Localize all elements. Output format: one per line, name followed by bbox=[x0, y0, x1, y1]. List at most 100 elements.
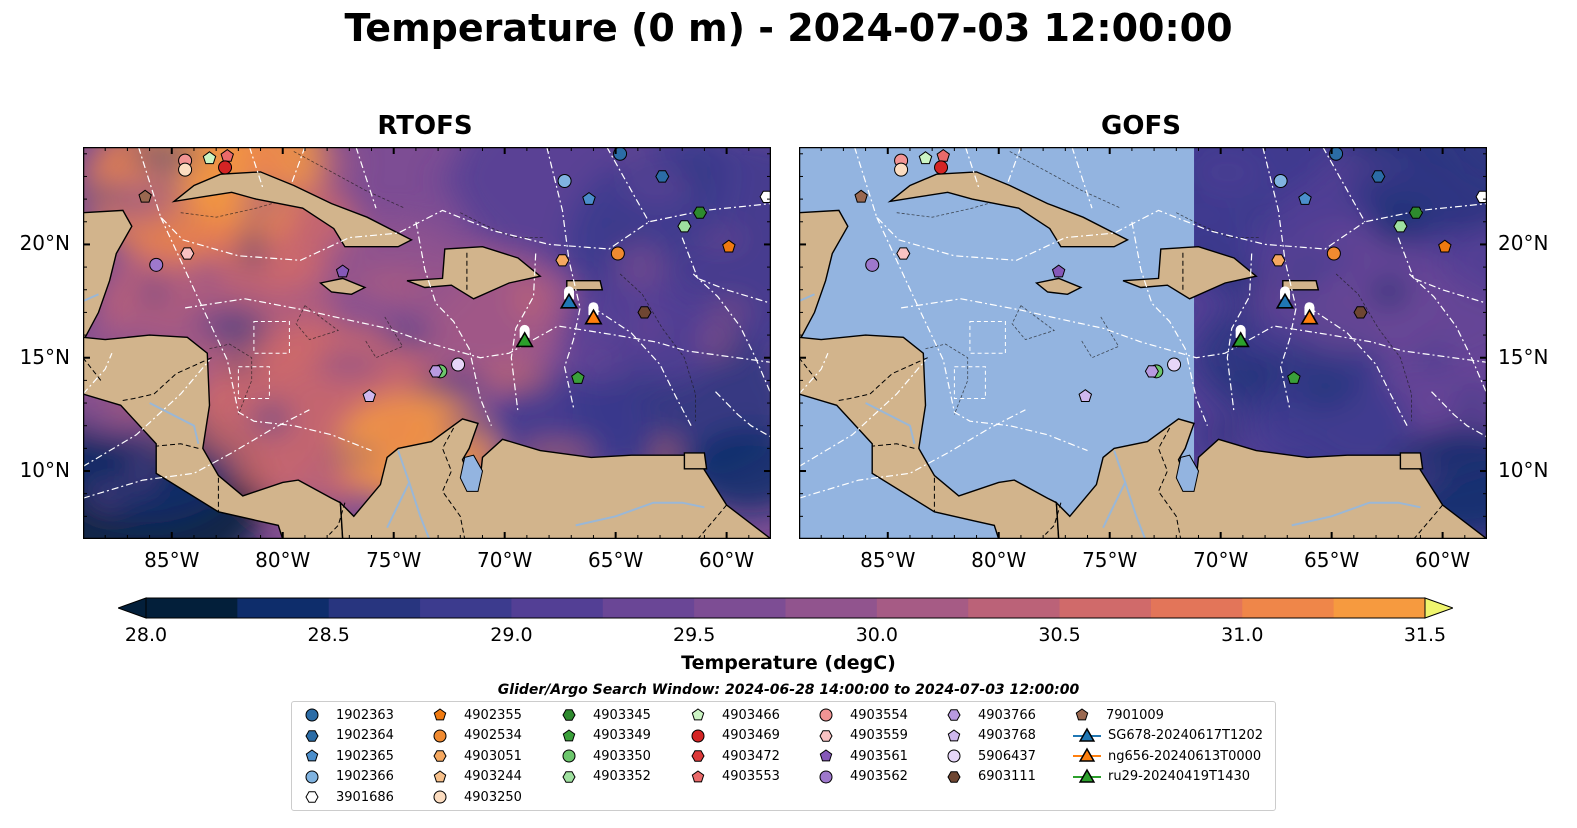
legend-item: 4903244 bbox=[430, 767, 522, 787]
argo-float-marker[interactable] bbox=[571, 370, 585, 384]
y-tick-label-left: 15°N bbox=[19, 344, 70, 369]
argo-float-marker[interactable] bbox=[637, 306, 652, 319]
glider-marker[interactable] bbox=[584, 308, 603, 325]
legend-item: 4903472 bbox=[688, 746, 780, 766]
argo-float-marker[interactable] bbox=[865, 257, 880, 272]
argo-float-marker[interactable] bbox=[555, 254, 570, 267]
legend-marker-icon bbox=[819, 708, 833, 722]
legend-label: SG678-20240617T1202 bbox=[1108, 728, 1264, 744]
colorbar-tick-label: 31.0 bbox=[1221, 624, 1264, 646]
argo-float-marker[interactable] bbox=[610, 246, 625, 261]
glider-marker[interactable] bbox=[559, 292, 579, 309]
glider-marker[interactable] bbox=[1231, 331, 1250, 348]
argo-float-marker[interactable] bbox=[1371, 170, 1386, 183]
argo-float-marker[interactable] bbox=[180, 247, 195, 260]
argo-float-marker[interactable] bbox=[1353, 306, 1368, 319]
legend-marker-icon bbox=[562, 771, 576, 783]
legend-marker-icon bbox=[433, 790, 447, 804]
legend-item: 4903553 bbox=[688, 767, 780, 787]
colorbar-tick-label: 28.0 bbox=[124, 624, 168, 646]
argo-float-marker[interactable] bbox=[149, 257, 164, 272]
argo-float-marker[interactable] bbox=[1271, 254, 1286, 267]
x-tick-label: 65°W bbox=[588, 548, 644, 572]
argo-float-marker[interactable] bbox=[218, 160, 233, 175]
x-tick-label: 70°W bbox=[477, 548, 533, 572]
argo-float-marker[interactable] bbox=[1438, 239, 1452, 253]
legend-item: 4903466 bbox=[688, 705, 780, 725]
legend-label: 4903244 bbox=[464, 769, 522, 785]
legend-marker-icon bbox=[819, 749, 833, 762]
argo-float-marker[interactable] bbox=[722, 239, 736, 253]
argo-float-marker[interactable] bbox=[918, 151, 933, 165]
argo-float-marker[interactable] bbox=[934, 160, 949, 175]
argo-float-marker[interactable] bbox=[335, 264, 350, 278]
figure-title: Temperature (0 m) - 2024-07-03 12:00:00 bbox=[344, 6, 1233, 50]
argo-float-marker[interactable] bbox=[178, 162, 193, 177]
argo-float-marker[interactable] bbox=[1167, 357, 1182, 372]
glider-marker[interactable] bbox=[1275, 292, 1295, 309]
argo-float-marker[interactable] bbox=[677, 220, 692, 233]
argo-float-marker[interactable] bbox=[202, 151, 217, 165]
argo-float-marker[interactable] bbox=[655, 170, 670, 183]
argo-float-marker[interactable] bbox=[451, 357, 466, 372]
glider-marker[interactable] bbox=[1300, 308, 1319, 325]
argo-float-marker[interactable] bbox=[557, 173, 572, 188]
colorbar-tick-label: 28.5 bbox=[307, 624, 350, 646]
legend-label: 4903352 bbox=[593, 769, 651, 785]
argo-float-marker[interactable] bbox=[1393, 220, 1408, 233]
argo-float-marker[interactable] bbox=[1287, 370, 1301, 384]
legend-marker-icon bbox=[433, 750, 447, 762]
x-tick-label: 80°W bbox=[971, 548, 1027, 572]
legend-marker-icon bbox=[433, 708, 447, 721]
x-tick-label: 85°W bbox=[144, 548, 200, 572]
argo-float-marker[interactable] bbox=[582, 191, 596, 205]
legend-label: 6903111 bbox=[978, 769, 1036, 785]
gofs-temperature-map[interactable] bbox=[799, 147, 1487, 539]
argo-float-marker[interactable] bbox=[896, 247, 911, 260]
legend-marker-icon bbox=[691, 750, 705, 762]
x-tick-label: 85°W bbox=[860, 548, 916, 572]
legend-label: 4903350 bbox=[593, 748, 651, 764]
legend-marker-icon bbox=[819, 770, 833, 784]
argo-float-marker[interactable] bbox=[894, 162, 909, 177]
x-tick-label: 75°W bbox=[366, 548, 422, 572]
rtofs-temperature-map[interactable] bbox=[83, 147, 771, 539]
legend-label: 4903345 bbox=[593, 707, 651, 723]
temperature-colorbar bbox=[118, 597, 1453, 619]
legend-label: 4903766 bbox=[978, 707, 1036, 723]
legend-marker-icon bbox=[305, 770, 319, 784]
colorbar-segment bbox=[1242, 598, 1335, 618]
argo-float-marker[interactable] bbox=[1078, 389, 1093, 402]
colorbar-segment bbox=[420, 598, 512, 618]
argo-float-marker[interactable] bbox=[1144, 365, 1159, 378]
colorbar-extend-under bbox=[118, 597, 147, 619]
legend-item: 4903349 bbox=[559, 726, 651, 746]
argo-float-marker[interactable] bbox=[362, 389, 377, 402]
y-tick-label-left: 10°N bbox=[19, 458, 70, 483]
argo-float-marker[interactable] bbox=[854, 189, 868, 203]
colorbar-segment bbox=[511, 598, 604, 618]
legend-marker-icon bbox=[305, 729, 319, 742]
colorbar-segment bbox=[1150, 598, 1243, 618]
legend-label: 1902365 bbox=[336, 748, 394, 764]
legend-marker-icon bbox=[305, 708, 319, 722]
legend-item: 4903345 bbox=[559, 705, 651, 725]
colorbar-tick-label: 29.0 bbox=[490, 624, 533, 646]
argo-float-marker[interactable] bbox=[1298, 191, 1312, 205]
colorbar-segment bbox=[968, 598, 1061, 618]
colorbar-tick-label: 31.5 bbox=[1403, 624, 1447, 646]
colorbar-segment bbox=[1333, 598, 1426, 618]
legend-label: 4903562 bbox=[850, 769, 908, 785]
legend-item: 4903469 bbox=[688, 726, 780, 746]
argo-float-marker[interactable] bbox=[138, 189, 152, 203]
argo-float-marker[interactable] bbox=[1273, 173, 1288, 188]
argo-float-marker[interactable] bbox=[1326, 246, 1341, 261]
argo-float-marker[interactable] bbox=[692, 206, 708, 219]
legend-marker-icon bbox=[305, 749, 319, 762]
legend-item: 4902534 bbox=[430, 726, 522, 746]
argo-float-marker[interactable] bbox=[1408, 206, 1424, 219]
legend-item: 3901686 bbox=[302, 787, 394, 807]
argo-float-marker[interactable] bbox=[1051, 264, 1066, 278]
argo-float-marker[interactable] bbox=[428, 365, 443, 378]
glider-marker[interactable] bbox=[515, 331, 534, 348]
